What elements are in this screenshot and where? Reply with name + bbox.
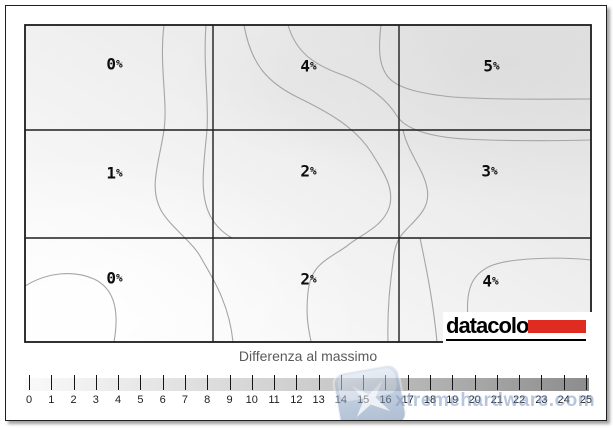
colorbar-tick-label: 11	[268, 394, 280, 406]
colorbar-tick-mark	[140, 375, 142, 390]
plot-background	[25, 25, 591, 342]
colorbar-tick-label: 0	[25, 394, 33, 406]
colorbar-tick-mark	[430, 375, 432, 390]
colorbar-tick-mark	[296, 375, 298, 390]
datacolor-logo: datacolor	[443, 312, 593, 348]
uniformity-report-panel: 0% 4% 5% 1% 2% 3% 0% 2% 4% datacolor Dif…	[5, 5, 607, 421]
colorbar-tick-mark	[251, 375, 253, 390]
colorbar-tick-label: 13	[312, 394, 325, 406]
datacolor-logo-underline	[446, 339, 586, 341]
colorbar-tick-label: 17	[401, 394, 414, 406]
colorbar-tick-label: 22	[513, 394, 526, 406]
colorbar-tick-mark	[118, 375, 120, 390]
colorbar-tick-mark	[274, 375, 276, 390]
cell-value-r3c3: 4%	[482, 271, 498, 291]
datacolor-logo-text: datacolor	[446, 313, 537, 338]
colorbar-tick-mark	[452, 375, 454, 390]
colorbar-tick-label: 10	[245, 394, 258, 406]
colorbar-tick-label: 9	[226, 394, 233, 406]
colorbar-tick-mark	[229, 375, 231, 390]
colorbar-tick-label: 4	[115, 394, 122, 406]
colorbar-tick-label: 25	[579, 394, 593, 406]
cell-value-r2c2: 2%	[300, 161, 316, 181]
colorbar-tick-label: 1	[48, 394, 55, 406]
colorbar-tick-mark	[73, 375, 75, 390]
colorbar-tick-label: 20	[468, 394, 481, 406]
colorbar-tick-mark	[184, 375, 186, 390]
cell-value-r2c3: 3%	[481, 161, 497, 181]
colorbar-tick-mark	[29, 375, 30, 390]
colorbar-tick-mark	[207, 375, 209, 390]
colorbar-tick-label: 8	[204, 394, 211, 406]
colorbar-title: Differenza al massimo	[238, 348, 378, 364]
colorbar-tick-label: 21	[490, 394, 503, 406]
colorbar-tick-mark	[318, 375, 320, 390]
colorbar-tick-label: 16	[379, 394, 392, 406]
colorbar-tick-mark	[363, 375, 365, 390]
colorbar-tick-mark	[51, 375, 53, 390]
colorbar-tick-mark	[95, 375, 97, 390]
colorbar-tick-label: 5	[137, 394, 144, 406]
colorbar-tick-label: 14	[334, 394, 348, 406]
colorbar-tick-label: 23	[535, 394, 548, 406]
colorbar-tick-mark	[162, 375, 164, 390]
cell-value-r3c2: 2%	[300, 269, 316, 289]
colorbar-tick-label: 18	[423, 394, 437, 406]
colorbar-gradient-strip	[25, 378, 589, 391]
colorbar-tick-mark	[385, 375, 387, 390]
colorbar-tick-mark	[541, 375, 543, 390]
colorbar-tick-mark	[474, 375, 476, 390]
colorbar-tick-label: 2	[70, 394, 77, 406]
colorbar-tick-mark	[586, 375, 587, 390]
contour-plot	[24, 24, 592, 343]
cell-value-r2c1: 1%	[106, 163, 122, 183]
colorbar-tick-label: 15	[357, 394, 370, 406]
colorbar-tick-label: 3	[92, 394, 99, 406]
colorbar-tick-label: 12	[290, 394, 303, 406]
cell-value-r1c1: 0%	[106, 54, 122, 74]
colorbar-tick-label: 19	[446, 394, 459, 406]
datacolor-logo-bar	[528, 320, 586, 333]
cell-value-r1c3: 5%	[483, 56, 499, 76]
colorbar-tick-label: 6	[159, 394, 166, 406]
colorbar-tick-mark	[519, 375, 521, 390]
colorbar-tick-mark	[563, 375, 565, 390]
grid-lines	[25, 25, 591, 342]
colorbar-tick-mark	[496, 375, 498, 390]
colorbar-tick-label: 24	[557, 394, 570, 406]
colorbar-tick-mark	[340, 375, 342, 390]
colorbar-tick-mark	[407, 375, 409, 390]
cell-value-r1c2: 4%	[300, 56, 316, 76]
plot-frame	[24, 24, 592, 343]
colorbar-tick-label: 7	[181, 394, 189, 406]
contour-lines	[24, 24, 592, 343]
cell-value-r3c1: 0%	[106, 268, 122, 288]
